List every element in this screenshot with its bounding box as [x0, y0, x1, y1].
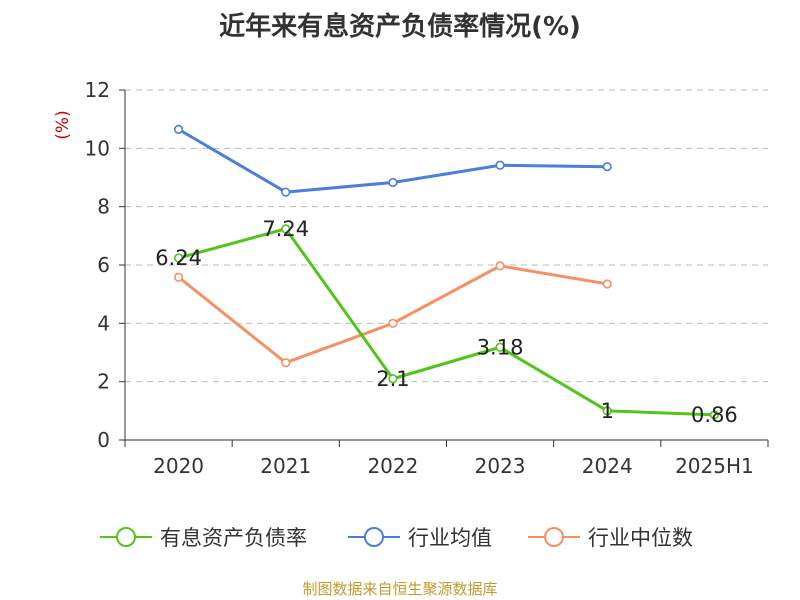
data-label: 1	[601, 399, 614, 423]
data-point	[388, 177, 398, 188]
source-note: 制图数据来自恒生聚源数据库	[302, 580, 498, 598]
legend-label: 有息资产负债率	[160, 526, 307, 550]
legend-label: 行业均值	[408, 526, 492, 550]
data-point	[173, 272, 184, 282]
y-tick-label: 8	[97, 195, 110, 219]
series-lines	[173, 124, 720, 420]
data-point	[495, 160, 505, 170]
data-label: 6.24	[155, 246, 202, 270]
data-point	[281, 187, 291, 197]
data-label: 0.86	[691, 403, 738, 427]
data-point	[495, 261, 505, 271]
data-labels: 6.24 7.24 2.1 3.18 1 0.86	[155, 217, 738, 427]
data-point	[281, 224, 291, 234]
y-tick-label: 10	[85, 136, 110, 160]
grid-lines	[125, 89, 768, 383]
x-tick-label: 2025H1	[675, 454, 754, 478]
chart-title: 近年来有息资产负债率情况(%)	[219, 12, 581, 42]
data-point	[495, 342, 505, 352]
axes: 0 2 4 6 8 10 12 (%) 2020 2021 2022 2023 2024 2025H1	[53, 78, 769, 478]
data-point	[173, 124, 184, 134]
y-tick-label: 4	[97, 311, 110, 335]
data-point	[709, 410, 720, 420]
y-tick-label: 12	[85, 78, 110, 102]
x-tick-label: 2024	[582, 454, 633, 478]
y-tick-label: 2	[97, 370, 110, 394]
data-point	[281, 358, 291, 368]
series-line	[177, 264, 608, 365]
legend-swatch-marker	[364, 527, 384, 547]
y-axis-unit: (%)	[53, 110, 73, 139]
data-label: 3.18	[477, 335, 524, 359]
data-label: 2.1	[376, 367, 409, 391]
data-point	[173, 253, 184, 263]
x-tick-label: 2021	[260, 454, 311, 478]
data-point	[602, 279, 612, 289]
legend: 有息资产负债率 行业均值 行业中位数	[100, 526, 693, 550]
x-tick-label: 2023	[475, 454, 526, 478]
legend-swatch-marker	[544, 527, 564, 547]
x-tick-label: 2020	[153, 454, 204, 478]
data-point	[602, 406, 612, 416]
series-line	[178, 227, 715, 417]
y-tick-label: 6	[97, 253, 110, 277]
legend-label: 行业中位数	[588, 526, 693, 550]
data-point	[388, 374, 398, 384]
data-point	[602, 162, 612, 172]
legend-swatch-marker	[116, 527, 136, 547]
x-tick-label: 2022	[367, 454, 418, 478]
data-point	[388, 318, 398, 328]
y-tick-label: 0	[97, 428, 110, 452]
data-label: 7.24	[262, 217, 309, 241]
